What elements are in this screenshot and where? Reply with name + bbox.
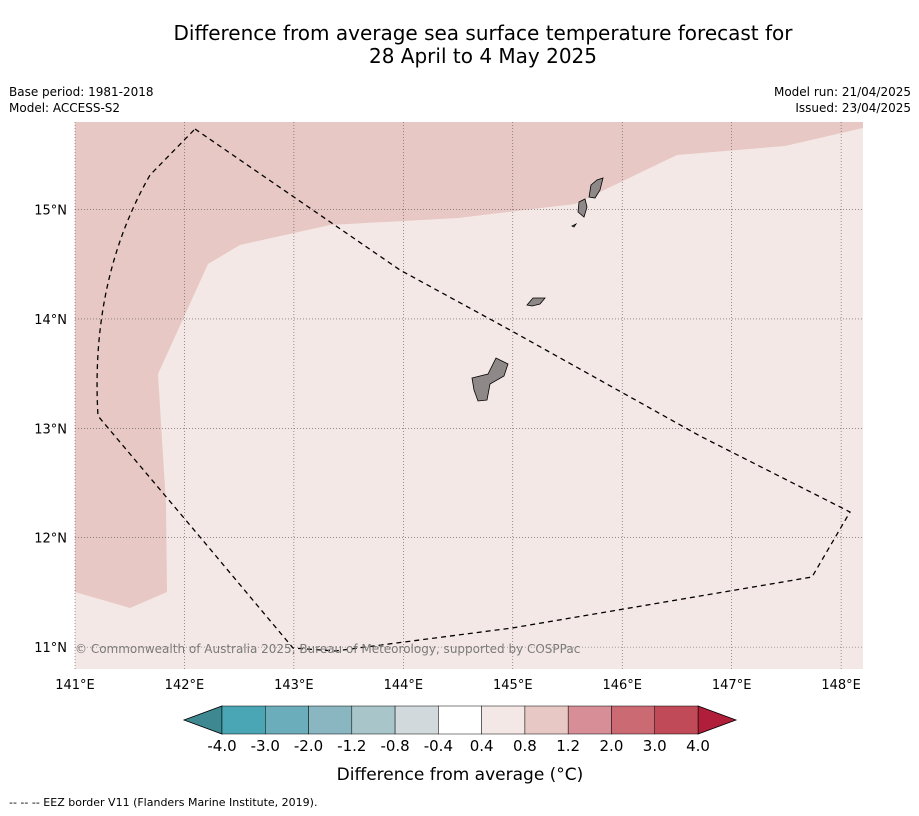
colorbar-segment	[394, 705, 439, 735]
meta-right: Model run: 21/04/2025 Issued: 23/04/2025	[774, 84, 911, 116]
colorbar-segment	[265, 705, 309, 735]
lon-tick-label: 141°E	[55, 678, 95, 693]
chart-title: Difference from average sea surface temp…	[0, 22, 919, 68]
lat-tick-label: 13°N	[34, 422, 67, 437]
lat-tick-label: 12°N	[34, 532, 67, 547]
lon-tick-label: 145°E	[493, 678, 533, 693]
issued-label: Issued: 23/04/2025	[795, 101, 911, 115]
meta-left: Base period: 1981-2018 Model: ACCESS-S2	[9, 84, 154, 116]
colorbar-tick-label: -4.0	[207, 737, 236, 755]
lat-tick-label: 15°N	[34, 204, 67, 219]
colorbar-tick-label: 0.8	[513, 737, 537, 755]
colorbar: -4.0 -3.0 -2.0 -1.2 -0.8 -0.4 0.4 0.8 1.2 2.0 3.0 4…	[182, 705, 738, 755]
tinian-island	[577, 198, 588, 218]
colorbar-segment	[308, 705, 353, 735]
title-line-2: 28 April to 4 May 2025	[369, 44, 597, 68]
colorbar-segment	[221, 705, 266, 735]
saipan-island	[588, 177, 604, 199]
colorbar-tick-label: -0.4	[424, 737, 453, 755]
colorbar-high-extend	[697, 705, 738, 735]
colorbar-tick-label: 4.0	[686, 737, 710, 755]
lon-tick-label: 148°E	[821, 678, 861, 693]
eez-border	[96, 128, 851, 652]
model-label: Model: ACCESS-S2	[9, 101, 121, 115]
copyright-text: © Commonwealth of Australia 2025, Bureau…	[75, 642, 580, 656]
rota-island	[526, 297, 546, 307]
aguijan-island	[571, 222, 578, 228]
lat-tick-label: 11°N	[34, 641, 67, 656]
base-period-label: Base period: 1981-2018	[9, 85, 154, 99]
colorbar-tick-label: 1.2	[556, 737, 580, 755]
guam-island	[471, 357, 509, 402]
colorbar-segment	[524, 705, 569, 735]
lon-tick-label: 146°E	[602, 678, 642, 693]
eez-footnote: -- -- -- EEZ border V11 (Flanders Marine…	[9, 796, 318, 809]
colorbar-tick-label: 3.0	[643, 737, 667, 755]
colorbar-segment	[654, 705, 699, 735]
colorbar-tick-label: -2.0	[294, 737, 323, 755]
colorbar-tick-label: 2.0	[600, 737, 624, 755]
lon-tick-label: 142°E	[165, 678, 205, 693]
colorbar-segment	[481, 705, 526, 735]
colorbar-segment	[438, 705, 482, 735]
colorbar-tick-label: -1.2	[337, 737, 366, 755]
colorbar-segment	[611, 705, 655, 735]
lon-tick-label: 143°E	[274, 678, 314, 693]
lon-tick-label: 144°E	[384, 678, 424, 693]
colorbar-tick-label: -0.8	[380, 737, 409, 755]
colorbar-tick-label: -3.0	[251, 737, 280, 755]
axis-ticks: 141°E 142°E 143°E 144°E 145°E 146°E 147°E 148°E…	[34, 204, 861, 693]
graticule	[74, 122, 863, 669]
map-panel: © Commonwealth of Australia 2025, Bureau…	[74, 122, 863, 669]
colorbar-segment	[351, 705, 396, 735]
colorbar-tick-label: 0.4	[470, 737, 494, 755]
title-line-1: Difference from average sea surface temp…	[173, 21, 793, 45]
model-run-label: Model run: 21/04/2025	[773, 85, 911, 99]
lat-tick-label: 14°N	[34, 313, 67, 328]
colorbar-low-extend	[182, 705, 223, 735]
colorbar-segment	[567, 705, 612, 735]
lon-tick-label: 147°E	[712, 678, 752, 693]
colorbar-label: Difference from average (°C)	[337, 765, 584, 785]
